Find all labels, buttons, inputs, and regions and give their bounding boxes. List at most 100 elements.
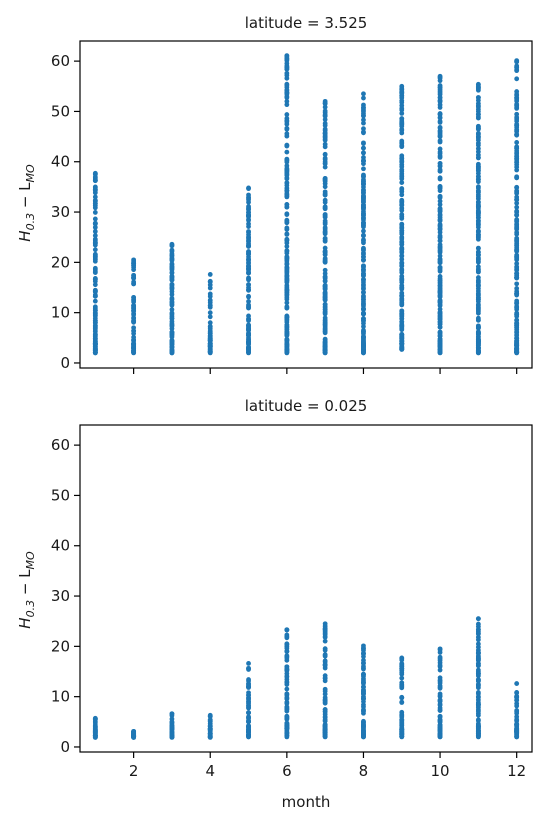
scatter-point [437,319,443,324]
scatter-point [322,286,328,292]
scatter-point [437,309,443,315]
scatter-point [322,258,328,263]
scatter-point [169,323,175,329]
scatter-point [361,645,366,651]
scatter-point [284,254,290,260]
scatter-point [246,719,251,725]
scatter-point [514,132,520,137]
scatter-point [322,638,328,644]
scatter-point [246,277,251,283]
scatter-point [399,680,405,686]
scatter-point [399,245,405,251]
scatter-point [246,724,251,730]
scatter-point [246,293,251,299]
y-tick-label: 30 [51,587,70,605]
scatter-point [437,90,443,96]
scatter-point [207,279,213,285]
scatter-point [92,239,98,245]
scatter-point [207,324,213,330]
scatter-point [92,315,98,321]
scatter-point [169,299,175,305]
scatter-point [246,243,251,249]
scatter-point [246,259,251,265]
scatter-point [399,270,405,275]
scatter-point [284,729,290,735]
scatter-point [514,274,520,280]
scatter-point [284,632,290,638]
scatter-point [361,663,366,669]
scatter-point [475,245,481,251]
scatter-point [475,233,481,238]
scatter-point [475,730,481,736]
scatter-point [361,257,366,263]
scatter-point [246,697,251,702]
scatter-point [169,349,175,355]
scatter-point [322,727,328,732]
scatter-point [399,657,405,663]
scatter-point [92,201,98,207]
scatter-point [437,218,443,224]
scatter-point [399,311,405,317]
scatter-point [475,155,481,160]
scatter-point [284,342,290,347]
scatter-point [361,327,366,333]
scatter-point [437,697,443,703]
scatter-point [361,91,366,97]
scatter-point [399,671,405,677]
scatter-point [284,627,290,633]
scatter-point [322,161,328,167]
scatter-point [514,238,520,244]
scatter-point [475,174,481,180]
scatter-point [284,322,290,328]
scatter-point [437,115,443,120]
scatter-point [399,293,405,298]
scatter-point [246,192,251,198]
scatter-point [399,153,405,159]
scatter-point [514,144,520,150]
scatter-point [92,298,98,304]
scatter-point [361,232,366,238]
scatter-point [322,117,328,122]
scatter-point [514,291,520,297]
scatter-point [475,275,481,280]
scatter-point [361,254,366,259]
scatter-point [322,718,328,723]
scatter-point [475,103,481,109]
scatter-point [475,681,481,687]
scatter-point [322,274,328,280]
scatter-point [284,284,290,290]
scatter-point [437,118,443,124]
scatter-point [475,295,481,301]
scatter-point [514,681,520,686]
scatter-point [399,731,405,737]
scatter-point [399,666,405,671]
scatter-point [437,707,443,713]
scatter-point [475,726,481,731]
scatter-point [169,731,175,737]
scatter-point [514,694,520,700]
scatter-point [437,724,443,730]
scatter-point [399,277,405,282]
scatter-point [437,198,443,204]
scatter-point [284,212,290,217]
scatter-point [131,274,137,280]
scatter-point [475,637,481,643]
scatter-point [284,726,290,732]
scatter-point [361,224,366,230]
scatter-point [207,285,213,291]
scatter-point [475,179,481,185]
scatter-point [284,704,290,710]
scatter-point [437,267,443,273]
scatter-point [514,212,520,218]
scatter-point [92,229,98,234]
scatter-point [437,212,443,217]
scatter-point [322,123,328,128]
scatter-point [169,339,175,345]
scatter-point [437,662,443,668]
scatter-point [207,320,213,326]
scatter-point [284,142,290,148]
scatter-point [361,110,366,116]
scatter-point [322,144,328,150]
scatter-point [514,722,520,728]
scatter-point [131,325,137,331]
